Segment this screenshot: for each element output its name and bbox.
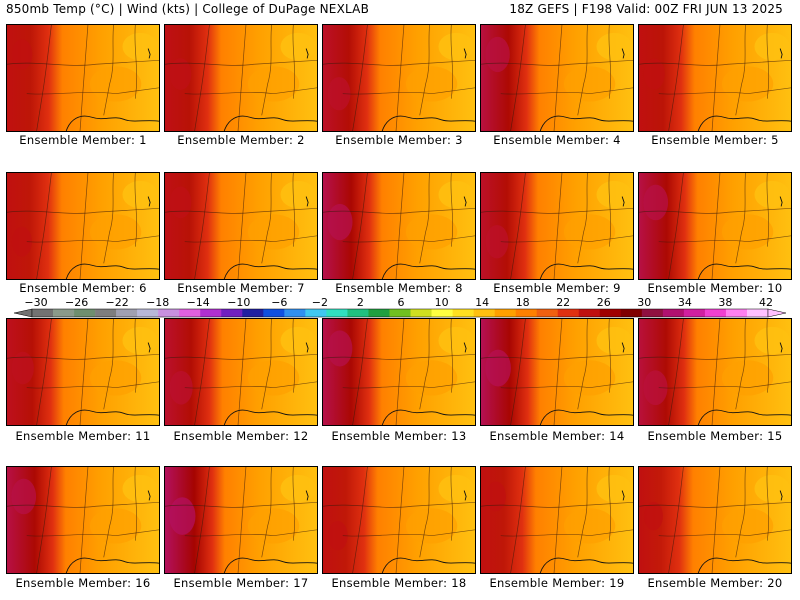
colorbar-tick-label: 38 — [718, 296, 732, 309]
colorbar-swatch — [641, 309, 664, 317]
ensemble-member-map — [164, 172, 318, 280]
member-caption: Ensemble Member: 19 — [489, 576, 625, 590]
colorbar-left-arrow — [13, 308, 33, 318]
colorbar-swatch — [284, 309, 306, 317]
colorbar-swatch — [683, 309, 706, 317]
member-caption: Ensemble Member: 11 — [15, 429, 151, 443]
colorbar-swatch — [431, 309, 453, 317]
colorbar-swatch — [137, 309, 159, 317]
colorbar-swatch — [242, 309, 264, 317]
member-caption: Ensemble Member: 3 — [335, 133, 463, 147]
ensemble-member-map — [322, 466, 476, 574]
member-caption: Ensemble Member: 8 — [335, 281, 463, 295]
colorbar-tick-label: −14 — [187, 296, 210, 309]
ensemble-member-map — [322, 318, 476, 426]
colorbar-tick-label: −30 — [24, 296, 47, 309]
temperature-colorbar: −30 −26 −22 −18 −14 −10 −6 −2 2 6 10 14 18 22 26 30 34 38… — [13, 296, 787, 318]
colorbar-swatch — [704, 309, 727, 317]
ensemble-member-map — [480, 24, 634, 132]
colorbar-swatch — [74, 309, 96, 317]
member-caption: Ensemble Member: 1 — [19, 133, 147, 147]
ensemble-member-map — [480, 466, 634, 574]
colorbar-tick-label: −26 — [65, 296, 88, 309]
ensemble-member-map — [6, 172, 160, 280]
colorbar-swatch — [620, 309, 643, 317]
member-caption: Ensemble Member: 14 — [489, 429, 625, 443]
ensemble-member-map — [322, 172, 476, 280]
colorbar-tick-label: 2 — [357, 296, 364, 309]
colorbar-tick-label: −10 — [227, 296, 250, 309]
colorbar-tick-label: 26 — [597, 296, 611, 309]
member-caption: Ensemble Member: 16 — [15, 576, 151, 590]
colorbar-swatch — [305, 309, 327, 317]
colorbar-swatch — [53, 309, 75, 317]
header-title: 850mb Temp (°C) | Wind (kts) | College o… — [6, 2, 370, 16]
colorbar-swatch — [347, 309, 369, 317]
ensemble-member-map — [638, 24, 792, 132]
ensemble-member-map — [6, 24, 160, 132]
colorbar-swatch — [200, 309, 222, 317]
colorbar-swatch — [32, 309, 54, 317]
colorbar-swatch — [746, 309, 769, 317]
colorbar-right-arrow — [767, 308, 787, 318]
ensemble-member-map — [638, 318, 792, 426]
member-caption: Ensemble Member: 20 — [647, 576, 783, 590]
colorbar-swatch — [494, 309, 516, 317]
member-caption: Ensemble Member: 12 — [173, 429, 309, 443]
ensemble-member-map — [164, 318, 318, 426]
ensemble-member-map — [164, 24, 318, 132]
colorbar-swatch — [368, 309, 390, 317]
colorbar-swatch — [221, 309, 243, 317]
colorbar-swatch — [557, 309, 580, 317]
colorbar-swatch — [725, 309, 748, 317]
member-caption: Ensemble Member: 13 — [331, 429, 467, 443]
colorbar-tick-label: −2 — [312, 296, 328, 309]
colorbar-swatch — [515, 309, 537, 317]
ensemble-member-map — [480, 172, 634, 280]
member-caption: Ensemble Member: 5 — [651, 133, 779, 147]
colorbar-swatch — [389, 309, 411, 317]
ensemble-member-map — [480, 318, 634, 426]
header-valid-time: 18Z GEFS | F198 Valid: 00Z FRI JUN 13 20… — [509, 2, 783, 16]
colorbar-swatch — [662, 309, 685, 317]
colorbar-tick-label: 10 — [435, 296, 449, 309]
colorbar-swatch — [536, 309, 559, 317]
colorbar-swatch — [578, 309, 601, 317]
ensemble-member-map — [6, 318, 160, 426]
colorbar-tick-label: −22 — [105, 296, 128, 309]
colorbar-tick-label: 14 — [475, 296, 489, 309]
ensemble-member-map — [638, 466, 792, 574]
colorbar-swatch — [179, 309, 201, 317]
colorbar-swatch — [599, 309, 622, 317]
colorbar-swatch — [263, 309, 285, 317]
colorbar-swatch — [158, 309, 180, 317]
member-caption: Ensemble Member: 9 — [493, 281, 621, 295]
member-caption: Ensemble Member: 15 — [647, 429, 783, 443]
ensemble-member-map — [6, 466, 160, 574]
colorbar-tick-label: 22 — [556, 296, 570, 309]
colorbar-tick-label: 42 — [759, 296, 773, 309]
colorbar-swatch — [410, 309, 432, 317]
member-caption: Ensemble Member: 17 — [173, 576, 309, 590]
colorbar-swatch — [95, 309, 117, 317]
member-caption: Ensemble Member: 4 — [493, 133, 621, 147]
colorbar-tick-label: 18 — [516, 296, 530, 309]
colorbar-swatch — [116, 309, 138, 317]
colorbar-tick-label: −6 — [271, 296, 287, 309]
colorbar-tick-label: −18 — [146, 296, 169, 309]
member-caption: Ensemble Member: 2 — [177, 133, 305, 147]
colorbar-swatch — [326, 309, 348, 317]
ensemble-member-map — [164, 466, 318, 574]
ensemble-member-map — [322, 24, 476, 132]
ensemble-member-map — [638, 172, 792, 280]
colorbar-tick-label: 30 — [637, 296, 651, 309]
member-caption: Ensemble Member: 7 — [177, 281, 305, 295]
colorbar-tick-label: 34 — [678, 296, 692, 309]
colorbar-tick-label: 6 — [398, 296, 405, 309]
member-caption: Ensemble Member: 6 — [19, 281, 147, 295]
member-caption: Ensemble Member: 10 — [647, 281, 783, 295]
member-caption: Ensemble Member: 18 — [331, 576, 467, 590]
colorbar-swatch — [452, 309, 474, 317]
colorbar-swatch — [473, 309, 495, 317]
